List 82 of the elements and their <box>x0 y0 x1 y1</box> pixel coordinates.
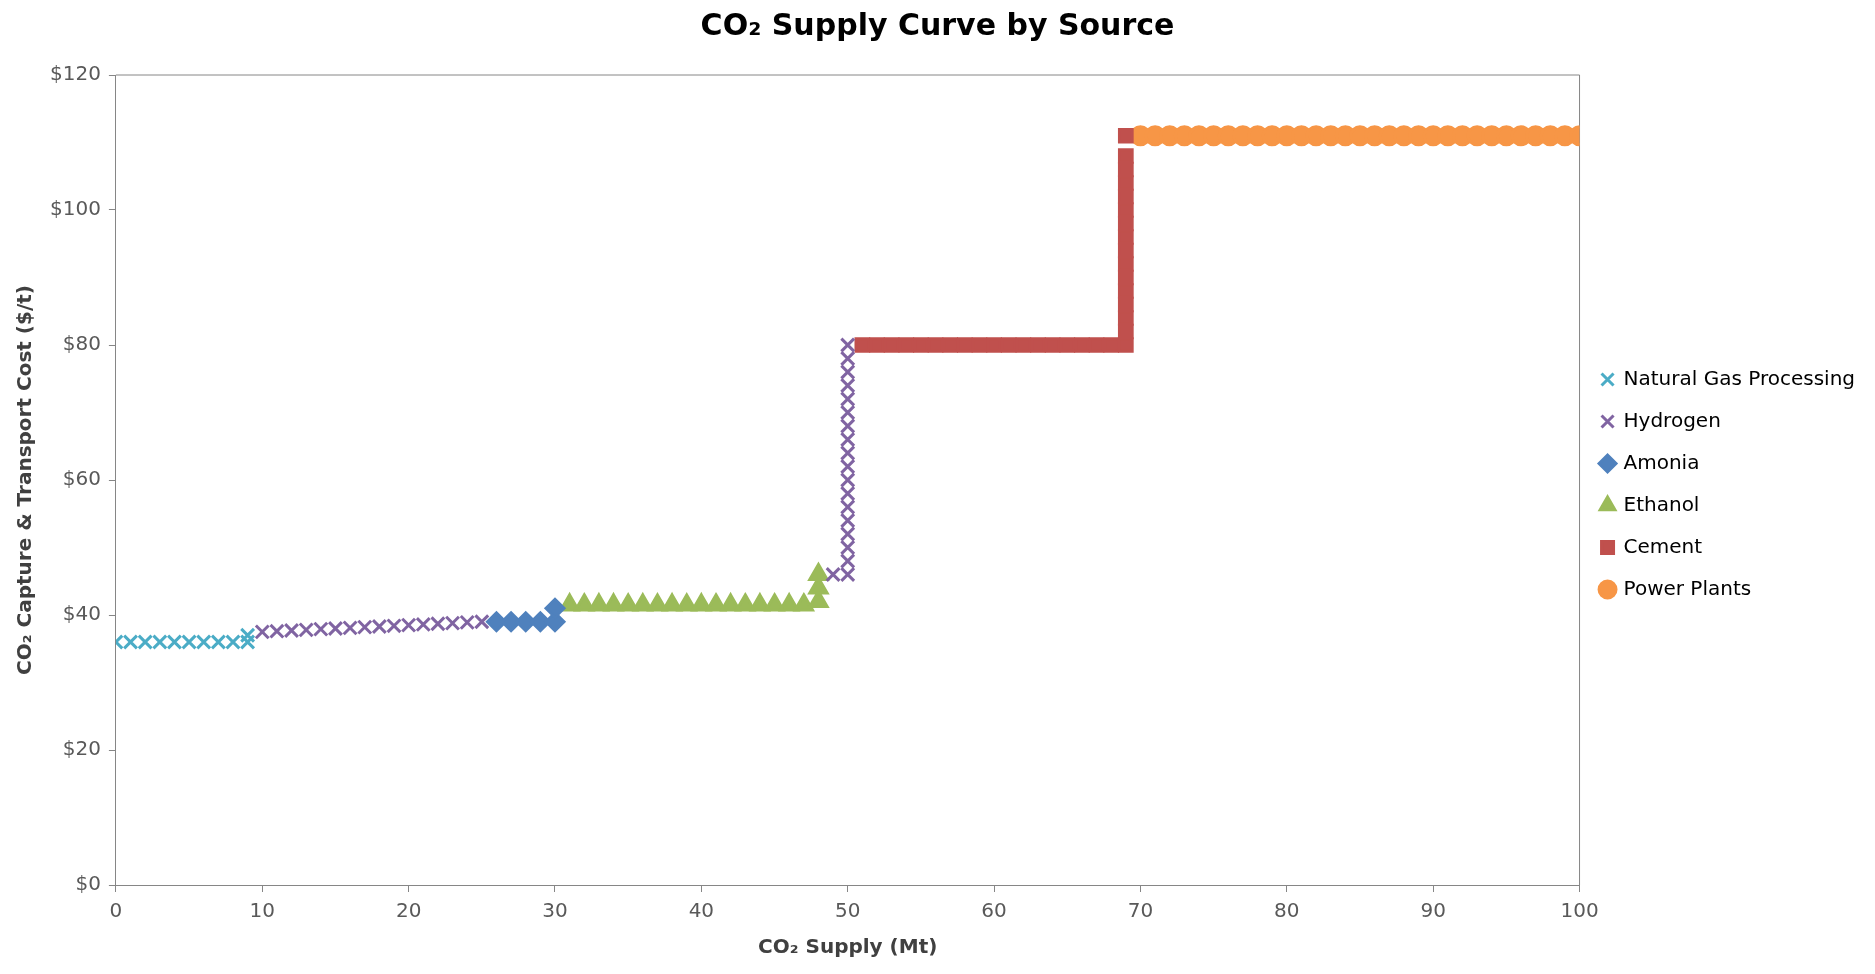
point <box>430 615 446 632</box>
legend-label: Natural Gas Processing <box>1623 365 1856 390</box>
point <box>444 615 461 631</box>
point <box>312 621 329 638</box>
x-tick-label: 40 <box>688 898 715 923</box>
point <box>239 634 256 650</box>
point <box>986 337 1002 353</box>
y-tick-label: $20 <box>62 736 101 761</box>
point <box>1059 337 1076 353</box>
point <box>1117 310 1134 326</box>
point <box>1000 337 1017 353</box>
point <box>371 618 388 635</box>
point <box>239 627 256 644</box>
point <box>883 337 900 353</box>
point <box>283 622 300 639</box>
point <box>1015 337 1032 353</box>
x-tick-label: 0 <box>109 898 123 923</box>
point <box>473 613 490 630</box>
point <box>166 634 183 650</box>
legend-label: Hydrogen <box>1623 407 1721 432</box>
x-tick-label: 20 <box>395 898 422 923</box>
point <box>1117 229 1134 245</box>
point <box>825 566 841 583</box>
x-tick-label: 10 <box>249 898 275 923</box>
point <box>137 634 154 650</box>
point <box>1088 337 1105 353</box>
point <box>356 619 373 636</box>
point <box>1030 337 1046 353</box>
point <box>854 337 871 353</box>
x-tick-label: 80 <box>1274 898 1300 923</box>
point <box>195 634 212 650</box>
y-tick-label: $40 <box>62 601 101 626</box>
point <box>225 634 241 650</box>
point <box>1117 337 1134 353</box>
point <box>400 617 417 633</box>
point <box>1117 148 1134 164</box>
point <box>459 614 476 631</box>
point <box>942 337 959 353</box>
point <box>1117 202 1134 218</box>
point <box>1117 175 1134 191</box>
point <box>956 337 973 353</box>
point <box>386 617 402 634</box>
point <box>254 624 271 640</box>
x-tick-label: 60 <box>981 898 1007 923</box>
point <box>1044 337 1061 353</box>
point <box>415 616 432 633</box>
x-tick-label: 70 <box>1127 898 1154 923</box>
legend-label: Cement <box>1623 533 1703 558</box>
legend-label: Ethanol <box>1623 491 1700 516</box>
point <box>869 337 885 353</box>
legend-label: Power Plants <box>1623 575 1752 600</box>
point <box>898 337 915 353</box>
legend-label: Amonia <box>1623 449 1700 474</box>
point <box>181 634 197 650</box>
y-tick-label: $60 <box>62 466 101 491</box>
y-tick-label: $100 <box>49 196 101 221</box>
point <box>151 634 168 650</box>
y-tick-label: $0 <box>75 871 101 896</box>
point <box>1117 127 1134 144</box>
y-tick-label: $120 <box>49 61 101 86</box>
point <box>327 620 344 637</box>
point <box>269 623 285 640</box>
x-axis-title: CO₂ Supply (Mt) <box>758 934 938 959</box>
point <box>927 337 944 353</box>
point <box>1117 283 1134 299</box>
point <box>298 621 315 638</box>
point <box>1117 256 1134 272</box>
x-tick-label: 100 <box>1560 898 1599 923</box>
point <box>485 611 507 633</box>
point <box>1074 337 1090 353</box>
y-axis-title: CO₂ Capture & Transport Cost ($/t) <box>12 285 37 675</box>
point <box>971 337 988 353</box>
x-tick-label: 50 <box>835 898 861 923</box>
point <box>1103 337 1120 353</box>
point <box>342 619 358 636</box>
x-tick-label: 30 <box>542 898 568 923</box>
point <box>122 634 139 650</box>
y-tick-label: $80 <box>62 331 101 356</box>
x-tick-label: 90 <box>1420 898 1446 923</box>
chart-title: CO₂ Supply Curve by Source <box>700 6 1175 42</box>
point <box>210 634 227 650</box>
point <box>913 337 929 353</box>
